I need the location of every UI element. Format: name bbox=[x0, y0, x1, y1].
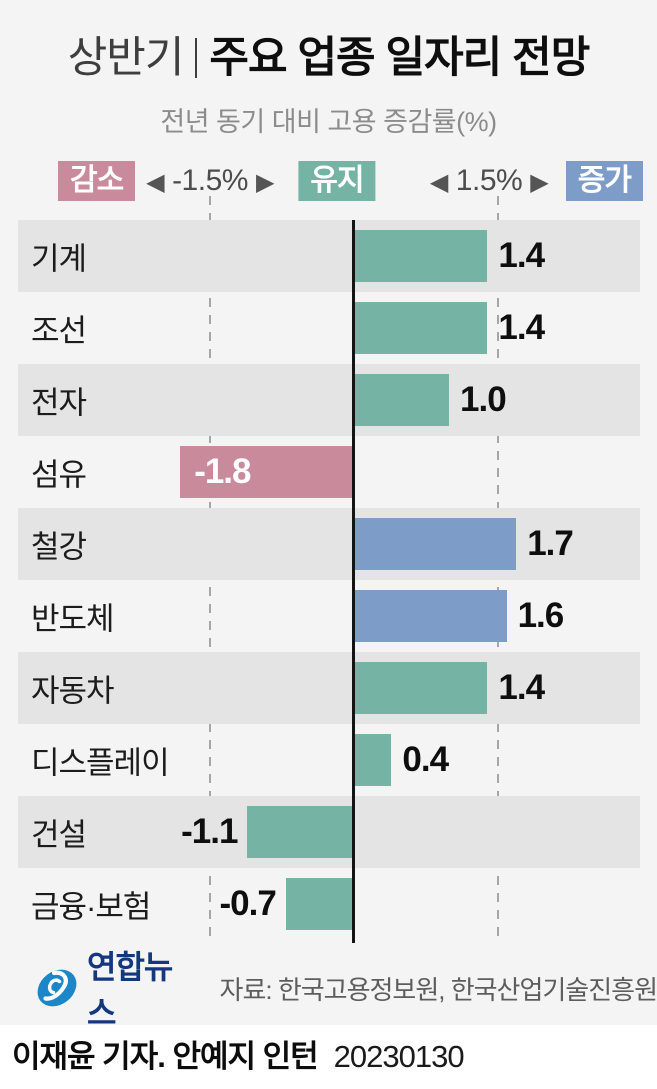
bar-value: 0.4 bbox=[402, 740, 449, 779]
decrease-threshold-value: -1.5% bbox=[172, 164, 248, 197]
bar-value: 1.4 bbox=[498, 668, 545, 707]
title-divider bbox=[195, 38, 198, 78]
bar bbox=[353, 734, 392, 786]
title-prefix: 상반기 bbox=[67, 34, 185, 82]
category-label: 금융·보험 bbox=[31, 889, 151, 925]
chart-row: 건설 -1.1 bbox=[18, 796, 640, 868]
category-label: 섬유 bbox=[31, 457, 87, 493]
byline: 이재윤 기자. 안예지 인턴 20230130 bbox=[12, 1031, 465, 1076]
chart-row: 섬유 -1.8 bbox=[18, 436, 640, 508]
bar-value: 1.7 bbox=[527, 524, 574, 563]
category-label: 디스플레이 bbox=[31, 745, 170, 781]
legend-decrease-threshold: ◀ -1.5% ▶ bbox=[138, 161, 282, 201]
bar bbox=[285, 878, 353, 930]
category-label: 조선 bbox=[31, 313, 87, 349]
chart-rows: 기계 1.4 조선 1.4 전자 1.0 섬유 -1.8 철강 1.7 반도체 1.6 자동차 1.4 디스… bbox=[18, 220, 640, 940]
footer: 연합뉴스 자료: 한국고용정보원, 한국산업기술진흥원 bbox=[33, 949, 657, 1031]
legend-increase-badge: 증가 bbox=[565, 161, 643, 201]
legend-maintain-badge: 유지 bbox=[298, 161, 376, 201]
page-title: 상반기 주요 업종 일자리 전망 bbox=[0, 30, 657, 86]
infographic: 상반기 주요 업종 일자리 전망 전년 동기 대비 고용 증감률(%) 감소 ◀ -… bbox=[0, 0, 657, 1031]
increase-threshold-value: 1.5% bbox=[455, 164, 523, 197]
bar-value: -1.8 bbox=[194, 452, 251, 491]
bar bbox=[353, 230, 488, 282]
bar-value: -1.1 bbox=[181, 812, 238, 851]
source-text: 자료: 한국고용정보원, 한국산업기술진흥원 bbox=[219, 974, 657, 1005]
yonhap-logo-icon bbox=[37, 969, 77, 1007]
bar-value: 1.0 bbox=[460, 380, 507, 419]
byline-date: 20230130 bbox=[333, 1039, 465, 1074]
arrow-left-icon: ◀ bbox=[429, 169, 448, 196]
chart-row: 금융·보험 -0.7 bbox=[18, 868, 640, 940]
chart-row: 기계 1.4 bbox=[18, 220, 640, 292]
legend-decrease-badge: 감소 bbox=[58, 161, 136, 201]
zero-axis-line bbox=[352, 220, 355, 943]
category-label: 반도체 bbox=[31, 601, 115, 637]
bar bbox=[353, 518, 517, 570]
category-label: 건설 bbox=[31, 817, 87, 853]
arrow-left-icon: ◀ bbox=[146, 169, 165, 196]
bar-value: 1.4 bbox=[498, 236, 545, 275]
byline-credit: 이재윤 기자. 안예지 인턴 bbox=[12, 1039, 319, 1074]
chart-row: 반도체 1.6 bbox=[18, 580, 640, 652]
title-main: 주요 업종 일자리 전망 bbox=[209, 34, 590, 82]
chart-row: 전자 1.0 bbox=[18, 364, 640, 436]
arrow-right-icon: ▶ bbox=[530, 169, 549, 196]
arrow-right-icon: ▶ bbox=[255, 169, 274, 196]
bar-value: -0.7 bbox=[219, 884, 277, 923]
chart-row: 자동차 1.4 bbox=[18, 652, 640, 724]
bar bbox=[180, 446, 353, 498]
bar-value: 1.4 bbox=[498, 308, 545, 347]
chart-row: 디스플레이 0.4 bbox=[18, 724, 640, 796]
category-label: 자동차 bbox=[31, 673, 115, 709]
chart-row: 철강 1.7 bbox=[18, 508, 640, 580]
category-label: 전자 bbox=[31, 385, 87, 421]
bar-value: 1.6 bbox=[517, 596, 565, 635]
category-label: 철강 bbox=[31, 529, 87, 565]
chart-subtitle: 전년 동기 대비 고용 증감률(%) bbox=[160, 107, 497, 137]
bar bbox=[353, 590, 507, 642]
category-label: 기계 bbox=[31, 241, 87, 277]
bar bbox=[353, 374, 449, 426]
bar bbox=[353, 302, 488, 354]
legend-increase-threshold: ◀ 1.5% ▶ bbox=[422, 161, 556, 201]
bar bbox=[353, 662, 488, 714]
bar bbox=[247, 806, 353, 858]
yonhap-logo-text: 연합뉴스 bbox=[87, 949, 173, 1031]
chart-row: 조선 1.4 bbox=[18, 292, 640, 364]
